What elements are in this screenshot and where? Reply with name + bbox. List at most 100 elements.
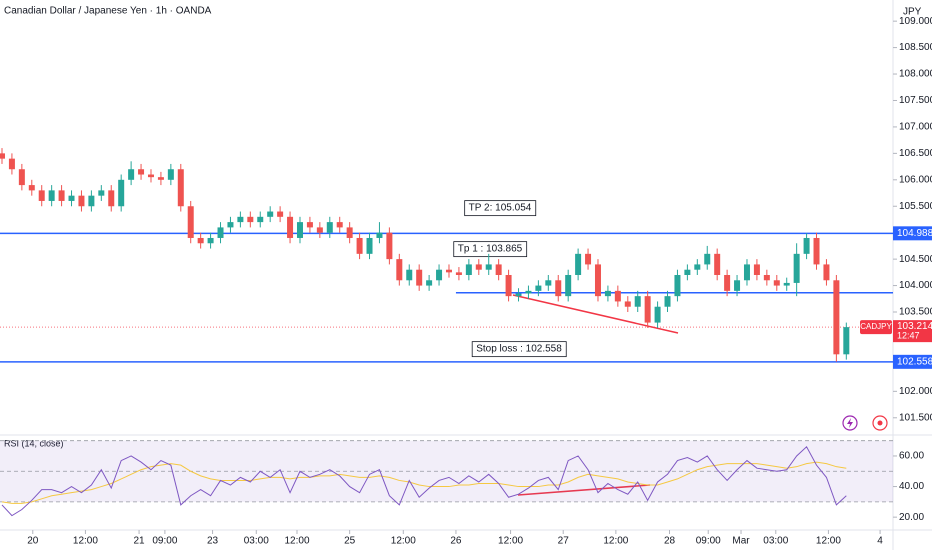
rsi-ma-line [1,461,847,504]
currency-label: JPY [903,7,922,18]
candle-body [803,237,810,254]
rsi-tick-label: 20.00 [899,512,924,523]
annotation-box [464,200,537,217]
y-tick-label: 108.500 [899,42,932,53]
candle-body [396,259,403,281]
candle-body [465,264,472,275]
candle-body [833,280,840,355]
candle-body [634,296,641,307]
indicator-title: RSI (14, close) [4,438,64,448]
candle-body [604,290,611,297]
x-tick-label: 12:00 [816,536,841,547]
y-tick-label: 103.500 [899,307,932,318]
y-tick-label: 106.500 [899,148,932,159]
x-tick-label: 09:00 [152,536,177,547]
candle-body [197,237,204,244]
x-tick-label: 26 [450,536,462,547]
candle-body [247,216,254,223]
y-tick-label: 107.500 [899,95,932,106]
candle-body [346,227,353,238]
indicator-pane [0,437,893,530]
candle-body [614,290,621,302]
candle-body [694,264,701,270]
candle-body [436,269,443,281]
candle-body [505,274,512,297]
candle-body [644,296,651,323]
candle-body [386,232,393,260]
candle-body [147,174,154,178]
symbol-tag [860,320,892,335]
target-icon[interactable] [872,415,888,431]
candle-body [98,190,105,196]
y-tick-label: 104.000 [899,280,932,291]
candle-body [306,222,313,228]
candle-body [336,222,343,228]
y-tick-label: 108.000 [899,69,932,80]
candle-body [773,280,780,286]
candle-body [823,264,830,281]
candle-body [813,237,820,265]
candle-body [157,177,164,180]
y-tick-label: 102.000 [899,386,932,397]
annotation-label: TP 2: 105.054 [469,203,532,214]
candle-body [455,272,462,275]
candle-body [545,280,552,286]
candle-body [0,153,5,159]
x-tick-label: 28 [664,536,676,547]
x-tick-label: 03:00 [763,536,788,547]
candle-body [426,280,433,286]
candle-body [555,280,562,297]
y-tick-label: 109.000 [899,16,932,27]
last-price-tag [893,320,932,343]
chart-title: Canadian Dollar / Japanese Yen · 1h · OA… [4,6,212,17]
candle-body [38,190,45,201]
candle-body [227,222,234,228]
x-tick-label: 4 [877,536,883,547]
y-tick-label: 101.500 [899,412,932,423]
candle-body [416,269,423,286]
candle-body [118,179,125,207]
candle-body [535,285,542,291]
y-tick-label: 107.000 [899,122,932,133]
candle-body [207,237,214,244]
candle-body [68,195,75,201]
trend-line [512,294,679,334]
candle-body [654,306,661,323]
candle-body [793,253,800,283]
x-tick-label: 09:00 [696,536,721,547]
candle-body [585,253,592,265]
candle-body [674,274,681,297]
candle-body [485,264,492,270]
candle-body [743,264,750,281]
candle-body [406,269,413,281]
price-tag [893,354,932,369]
annotation-label: Stop loss : 102.558 [476,344,562,355]
candle-body [267,211,274,217]
price-tag-label: 102.558 [897,356,932,367]
candle-body [316,227,323,233]
candle-body [515,293,522,297]
rsi-tick-label: 60.00 [899,451,924,462]
x-tick-label: Mar [732,536,750,547]
candle-body [495,264,502,275]
price-tag-label: 104.988 [897,228,932,239]
candle-body [565,274,572,297]
candle-body [108,190,115,207]
x-tick-label: 12:00 [73,536,98,547]
candle-body [257,216,264,223]
candle-body [475,264,482,270]
candle-body [8,158,15,170]
candle-body [624,301,631,307]
price-tag [893,226,932,241]
candle-body [376,232,383,238]
alert-icon[interactable] [842,415,858,431]
annotation-box [453,241,528,258]
candle-body [724,274,731,291]
candle-body [704,253,711,265]
candle-body [366,237,373,254]
candle-body [326,222,333,233]
candle-body [217,227,224,238]
annotation: TP 2: 105.054 [464,200,537,217]
x-tick-label: 27 [558,536,570,547]
